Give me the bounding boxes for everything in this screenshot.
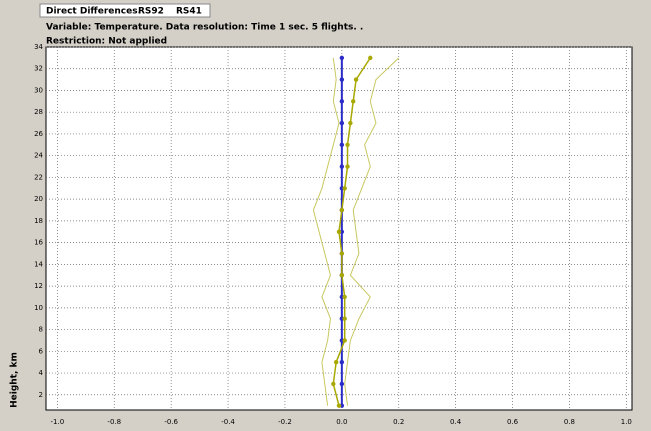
x-tick-label: 0.6 xyxy=(507,418,519,426)
point xyxy=(339,77,345,82)
x-tick-label: -0.6 xyxy=(164,418,178,426)
point xyxy=(342,316,347,321)
y-tick-label: 22 xyxy=(34,173,43,181)
spread-line xyxy=(344,57,400,406)
point xyxy=(342,294,347,300)
point xyxy=(339,55,345,61)
point xyxy=(339,359,345,365)
y-tick-label: 34 xyxy=(34,43,43,51)
x-tick-label: -1.0 xyxy=(51,418,65,426)
point xyxy=(345,142,350,148)
note: Restriction: Not applied xyxy=(46,37,167,47)
legend-entry: RS41 xyxy=(176,7,202,17)
point xyxy=(368,55,373,61)
y-tick-label: 6 xyxy=(39,347,44,355)
point xyxy=(345,164,350,169)
y-tick-label: 12 xyxy=(34,282,43,290)
x-tick-label: -0.4 xyxy=(221,418,235,426)
chart-title: Direct Differences. xyxy=(46,7,141,17)
point xyxy=(336,403,342,408)
point xyxy=(353,77,359,82)
y-tick-label: 18 xyxy=(34,217,43,225)
legend-entry: RS92 xyxy=(138,7,164,17)
x-tick-label: 0.2 xyxy=(393,418,404,426)
y-tick-label: 14 xyxy=(34,260,43,268)
point xyxy=(339,164,345,169)
y-tick-label: 10 xyxy=(34,304,43,312)
y-tick-label: 28 xyxy=(34,108,43,116)
point xyxy=(331,381,336,387)
point xyxy=(339,273,345,278)
y-tick-label: 8 xyxy=(39,326,43,334)
x-tick-label: -0.2 xyxy=(278,418,292,426)
point xyxy=(339,99,345,104)
point xyxy=(339,381,345,387)
point xyxy=(342,186,347,191)
subtitle: Variable: Temperature. Data resolution: … xyxy=(46,23,363,33)
legend-box xyxy=(39,3,211,18)
y-tick-label: 26 xyxy=(34,130,43,138)
point xyxy=(342,338,347,343)
x-tick-label: 1.0 xyxy=(621,418,632,426)
y-axis-label: Height, km xyxy=(10,352,20,408)
point xyxy=(348,120,353,126)
x-tick-label: 0.8 xyxy=(564,418,575,426)
y-tick-label: 2 xyxy=(39,391,43,399)
spread-line xyxy=(312,57,340,406)
y-tick-label: 16 xyxy=(34,239,43,247)
point xyxy=(339,120,345,126)
point xyxy=(333,359,339,365)
point xyxy=(351,99,356,104)
y-tick-label: 32 xyxy=(34,65,43,73)
x-tick-label: 0.0 xyxy=(336,418,347,426)
y-tick-label: 24 xyxy=(34,152,43,160)
point xyxy=(336,229,342,234)
x-tick-label: -0.8 xyxy=(107,418,121,426)
point xyxy=(339,142,345,148)
point xyxy=(339,207,345,213)
y-tick-label: 20 xyxy=(34,195,43,203)
x-tick-label: 0.4 xyxy=(450,418,462,426)
y-tick-label: 30 xyxy=(34,86,43,94)
point xyxy=(339,251,345,256)
y-tick-label: 4 xyxy=(39,369,44,377)
